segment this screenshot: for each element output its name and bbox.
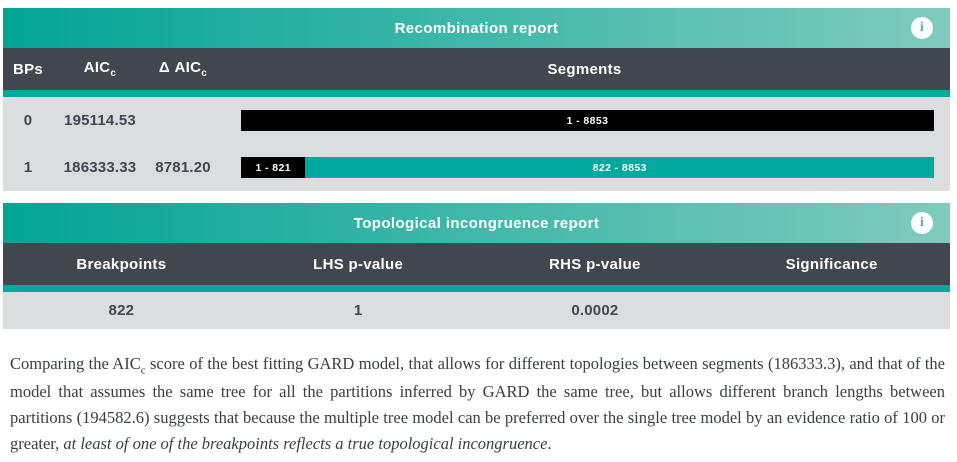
recombination-table-header: BPs AICc Δ AICc Segments [3, 48, 950, 90]
topological-table-header: Breakpoints LHS p-value RHS p-value Sign… [3, 243, 950, 285]
col-header-rhs-pvalue: RHS p-value [549, 255, 641, 273]
col-header-lhs-pvalue: LHS p-value [313, 255, 404, 273]
accent-divider [3, 90, 950, 97]
col-header-significance: Significance [785, 255, 878, 273]
recombination-report-title-bar: Recombination report i [3, 8, 950, 48]
col-header-segments: Segments [547, 60, 622, 78]
segment-bar: 1 - 821 [241, 157, 306, 178]
info-icon[interactable]: i [911, 17, 933, 39]
segment-bar: 1 - 8853 [241, 110, 934, 131]
cell-breakpoints: 822 [108, 302, 135, 319]
model-comparison-summary: Comparing the AICc score of the best fit… [10, 354, 946, 453]
info-icon[interactable]: i [911, 212, 933, 234]
topological-report-panel: Topological incongruence report i Breakp… [3, 203, 950, 329]
cell-bps: 0 [23, 112, 33, 129]
topological-report-title-bar: Topological incongruence report i [3, 203, 950, 243]
col-header-delta-aicc: Δ AICc [158, 59, 208, 79]
recombination-report-title: Recombination report [394, 19, 559, 37]
col-header-aicc: AICc [83, 59, 117, 79]
table-row: 0 195114.53 1 - 8853 [3, 97, 950, 144]
col-header-bps: BPs [12, 60, 44, 78]
segments-track: 1 - 821 822 - 8853 [219, 157, 950, 178]
segments-track: 1 - 8853 [219, 110, 950, 131]
segment-bar: 822 - 8853 [305, 157, 934, 178]
cell-lhs-pvalue: 1 [353, 302, 363, 319]
topological-report-title: Topological incongruence report [353, 214, 600, 232]
table-row: 1 186333.33 8781.20 1 - 821 822 - 8853 [3, 144, 950, 191]
cell-aicc: 195114.53 [64, 112, 136, 129]
recombination-report-panel: Recombination report i BPs AICc Δ AICc S… [3, 8, 950, 191]
cell-aicc: 186333.33 [63, 159, 137, 176]
cell-bps: 1 [23, 159, 33, 176]
table-row: 822 1 0.0002 [3, 292, 950, 329]
accent-divider [3, 285, 950, 292]
cell-delta-aicc: 8781.20 [155, 159, 211, 176]
cell-rhs-pvalue: 0.0002 [571, 302, 619, 319]
col-header-breakpoints: Breakpoints [76, 255, 167, 273]
